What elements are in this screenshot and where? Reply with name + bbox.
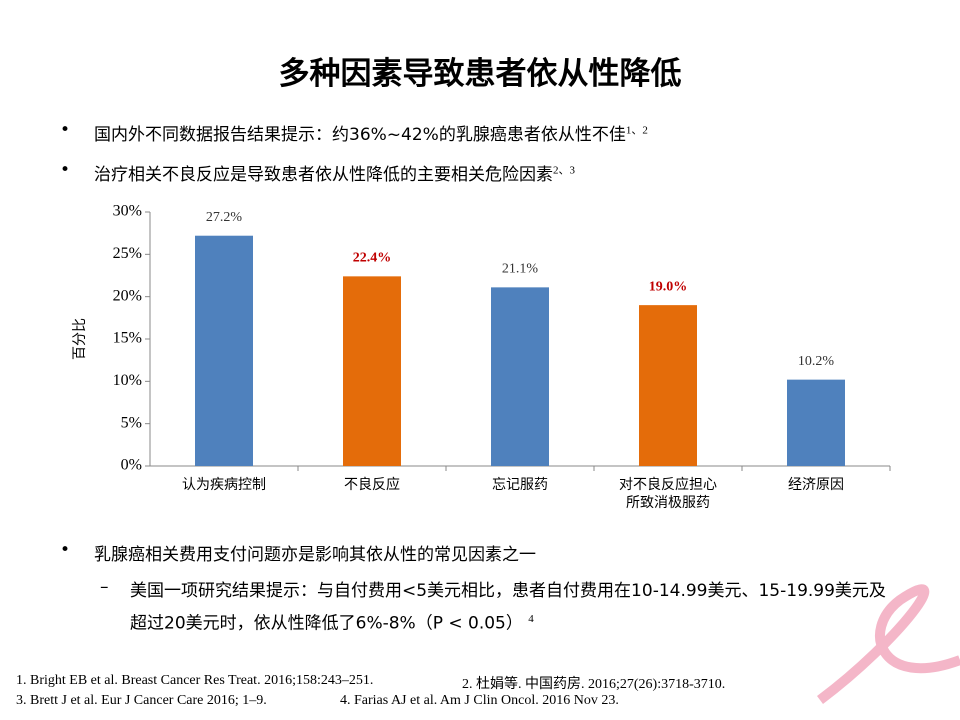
bullet: 国内外不同数据报告结果提示：约36%~42%的乳腺癌患者依从性不佳1、2 (60, 120, 648, 145)
x-tick-label: 对不良反应担心 所致消极服药 (619, 477, 717, 511)
value-label: 22.4% (353, 251, 392, 266)
value-label: 19.0% (649, 279, 688, 294)
x-tick-label: 经济原因 (788, 477, 844, 493)
y-tick-label: 0% (121, 457, 142, 474)
y-tick-label: 25% (113, 245, 142, 262)
x-tick-label: 不良反应 (344, 477, 400, 493)
bar (195, 235, 253, 466)
bullet-text: 治疗相关不良反应是导致患者依从性降低的主要相关危险因素 (94, 165, 553, 185)
citation: 2、3 (553, 164, 575, 177)
bullet: 治疗相关不良反应是导致患者依从性降低的主要相关危险因素2、3 (60, 160, 575, 185)
bullet: 乳腺癌相关费用支付问题亦是影响其依从性的常见因素之一 (60, 540, 536, 565)
reference: 4. Farias AJ et al. Am J Clin Oncol. 201… (340, 693, 619, 708)
x-tick-label: 认为疾病控制 (182, 477, 266, 493)
y-tick-label: 20% (113, 287, 142, 304)
y-axis-label: 百分比 (72, 318, 88, 360)
value-label: 27.2% (206, 210, 243, 225)
citation: 1、2 (625, 124, 648, 137)
ribbon-decoration (816, 584, 960, 704)
bar (639, 305, 697, 466)
reference: 1. Bright EB et al. Breast Cancer Res Tr… (16, 673, 374, 688)
y-tick-label: 10% (113, 372, 142, 389)
y-tick-label: 15% (113, 330, 142, 347)
slide-title: 多种因素导致患者依从性降低 (278, 56, 682, 92)
sub-bullet: 美国一项研究结果提示：与自付费用<5美元相比，患者自付费用在10-14.99美元… (130, 577, 900, 638)
bar (343, 276, 401, 466)
citation: 4 (528, 613, 534, 625)
dash: – (100, 577, 109, 597)
bullet-text: 乳腺癌相关费用支付问题亦是影响其依从性的常见因素之一 (94, 545, 536, 565)
bullet-text: 国内外不同数据报告结果提示：约36%~42%的乳腺癌患者依从性不佳 (94, 125, 626, 145)
sub-bullet-text: 美国一项研究结果提示：与自付费用<5美元相比，患者自付费用在10-14.99美元… (130, 581, 886, 634)
reference: 2. 杜娟等. 中国药房. 2016;27(26):3718-3710. (462, 677, 726, 692)
value-label: 21.1% (502, 262, 539, 277)
reference: 3. Brett J et al. Eur J Cancer Care 2016… (16, 693, 267, 708)
y-tick-label: 30% (113, 203, 142, 220)
value-label: 10.2% (798, 354, 835, 369)
y-tick-label: 5% (121, 414, 142, 431)
x-tick-label: 忘记服药 (492, 477, 548, 493)
bar (491, 287, 549, 466)
bar (787, 379, 845, 466)
